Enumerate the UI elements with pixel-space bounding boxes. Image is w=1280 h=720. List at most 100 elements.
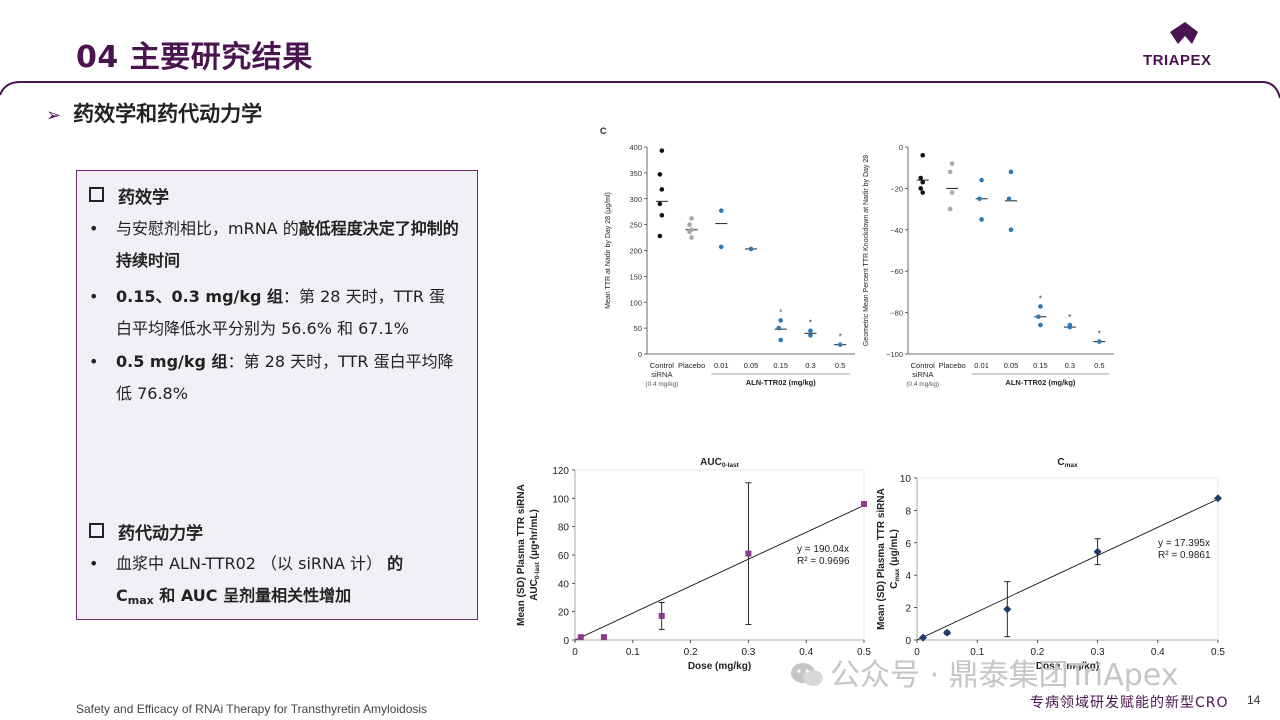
x-axis-label: Dose (mg/kg) [688,661,751,672]
x-tick-note: (0.4 mg/kg) [645,381,678,388]
x-tick-label: 0 [572,647,578,658]
y-axis-label: Geometric Mean Percent TTR Knockdown at … [863,155,870,346]
data-point [689,216,694,221]
data-point [861,501,867,507]
fit-equation: y = 17.395x [1158,538,1210,549]
x-tick-note: (0.4 mg/kg) [906,381,939,388]
data-point [1038,322,1043,328]
x-tick-label: 0.1 [970,647,984,658]
y-tick-label: 350 [629,169,642,178]
significance-marker: * [1098,330,1101,339]
x-tick-label: 0.5 [1211,647,1225,658]
x-tick-label: Placebo [939,361,966,370]
data-point [659,187,665,192]
x-tick-label: Control [911,361,936,370]
group-label: ALN-TTR02 (mg/kg) [1005,378,1076,387]
data-point [659,148,665,153]
summary-box: 药效学 • 与安慰剂相比，mRNA 的敲低程度决定了抑制的持续时间 • 0.15… [76,170,478,620]
y-tick-label: 0 [563,636,569,647]
data-point [1006,196,1012,202]
x-tick-label: Placebo [678,361,705,370]
group-label: ALN-TTR02 (mg/kg) [746,378,817,387]
data-point [687,229,692,235]
y-tick-label: 150 [629,272,642,281]
x-tick-label: 0.05 [744,361,759,370]
pd-bullet-2: • 0.15、0.3 mg/kg 组：第 28 天时，TTR 蛋白平均降低水平分… [89,287,446,338]
section-heading: ➢ 药效学和药代动力学 [46,98,262,128]
x-tick-label: 0.3 [1091,647,1105,658]
data-point [977,196,982,202]
data-point [659,213,665,218]
y-tick-label: 250 [629,221,642,230]
x-tick-label: 0.5 [1094,361,1104,370]
y-tick-label: 40 [558,579,570,590]
x-tick-label: 0.1 [626,647,640,658]
data-point [778,337,784,343]
y-tick-label: 0 [905,636,911,647]
y-tick-label: 120 [552,466,569,477]
y-tick-label: 6 [905,539,911,550]
data-point [718,208,724,213]
y-tick-label: 20 [558,608,570,619]
data-point [919,633,928,642]
y-tick-label: −100 [886,350,903,359]
x-tick-label: 0 [914,647,920,658]
data-point [1036,314,1041,320]
data-point [949,190,955,195]
chart-mean-ttr: C 0 50 100 150 200 250 300 350 400 Mean TTR at Nad… [600,126,855,388]
y-tick-label: 400 [629,143,642,152]
data-point [657,233,663,239]
data-point [918,186,924,191]
y-tick-label: −80 [890,309,903,318]
y-tick-label: 2 [905,604,911,615]
pk-heading: 药代动力学 [89,519,203,544]
x-tick-label: 0.01 [974,361,989,370]
significance-marker: * [1068,313,1071,322]
wechat-icon [791,663,823,686]
data-point [949,161,955,166]
data-point [600,634,607,641]
y-tick-label: 100 [629,298,642,307]
y-tick-label: 0 [899,143,903,152]
checkbox-square-icon [89,187,104,202]
x-tick-label: 0.15 [773,361,788,370]
data-point [1038,304,1043,309]
data-point [1214,494,1222,503]
x-tick-label: 0.15 [1033,361,1048,370]
chart-title: AUC0-last [700,457,739,469]
data-point [1003,605,1012,614]
significance-marker: * [1039,294,1042,303]
footer-tagline: 专病领域研发赋能的新型CRO [1030,695,1229,711]
x-tick-label: 0.4 [1151,647,1165,658]
data-point [657,201,663,207]
section-title: 药效学和药代动力学 [73,102,263,126]
x-tick-label: 0.2 [1030,647,1044,658]
x-tick-label: siRNA [912,370,933,379]
fit-equation: y = 190.04x [797,544,849,555]
plot-area [916,477,1219,641]
chart-percent-knockdown: 0 −20 −40 −60 −80 −100 Geometric Mean Percent … [863,143,1114,388]
y-axis-label: Mean TTR at Nadir by Day 28 (μg/ml) [605,192,612,309]
significance-marker: ° [779,308,782,317]
data-point [1096,339,1102,344]
data-point [920,152,926,158]
x-tick-label: 0.3 [805,361,815,370]
panel-label: C [600,126,607,136]
y-tick-label: −60 [890,267,903,276]
page-title: 04 主要研究结果 [76,40,313,75]
data-point [658,612,665,619]
data-point [947,169,953,175]
page-number: 14 [1247,693,1261,707]
x-tick-label: 0.05 [1004,361,1019,370]
x-tick-label: 0.5 [835,361,845,370]
y-tick-label: 100 [552,494,569,505]
checkbox-square-icon [89,523,104,538]
chart-title: Cmax [1057,457,1078,469]
y-tick-label: 80 [558,523,570,534]
significance-marker: * [839,333,842,342]
chart-auc: AUC0-last 0 20 40 60 80 100 120 0 0.1 0.2 0.3 0.4 0.5… [516,457,871,672]
x-tick-label: 0.2 [684,647,698,658]
pk-bullet: • 血浆中 ALN-TTR02 （以 siRNA 计） 的 Cmax 和 AUC … [89,554,404,607]
trendline [916,498,1219,641]
x-tick-label: 0.3 [1065,361,1075,370]
